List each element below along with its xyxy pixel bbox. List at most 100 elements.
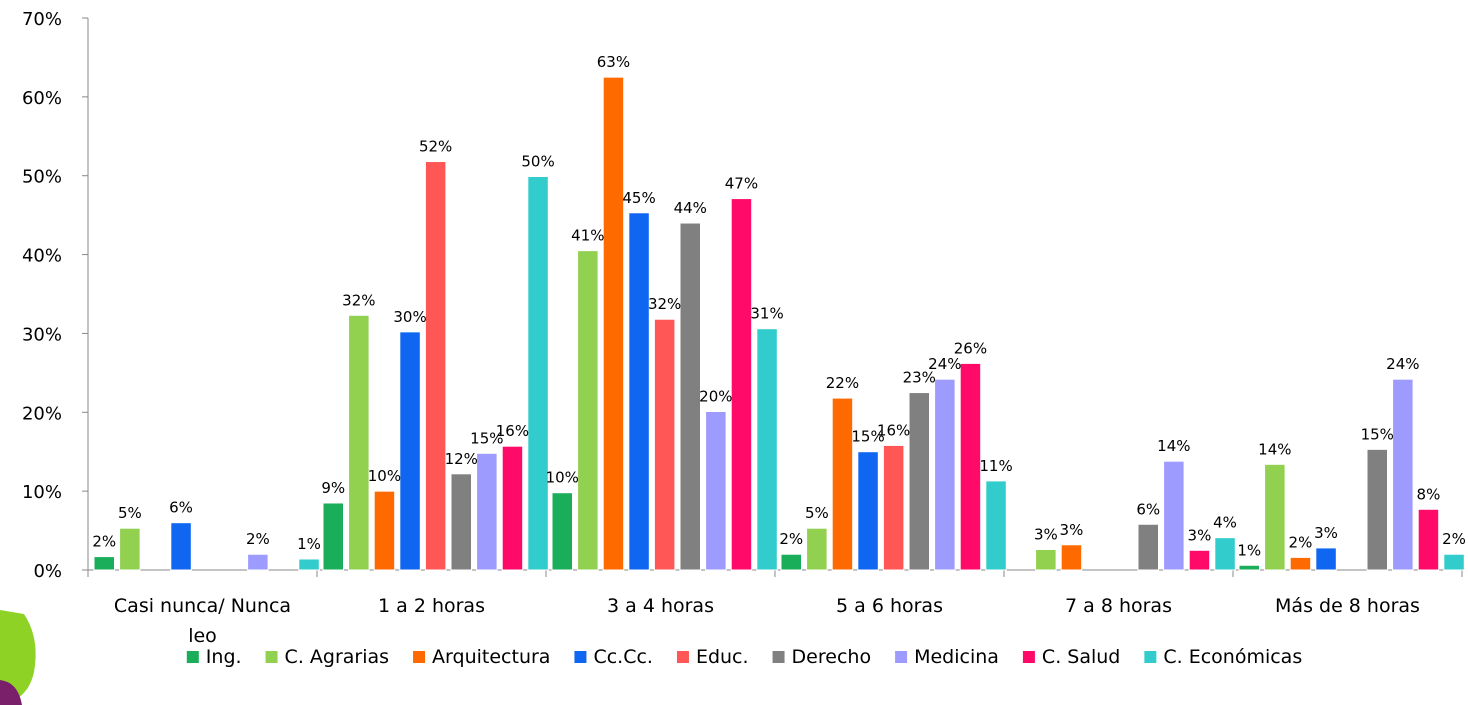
data-label: 6% (1136, 500, 1160, 518)
legend-label: Cc.Cc. (593, 646, 653, 668)
data-label: 32% (648, 295, 681, 313)
x-category-label-line: leo (188, 625, 217, 647)
x-category-label: Más de 8 horas (1275, 595, 1420, 617)
legend-swatch (1022, 651, 1035, 663)
bar (679, 222, 701, 571)
data-label: 3% (1060, 521, 1084, 539)
data-label: 2% (779, 530, 803, 548)
x-category-label: 5 a 6 horas (836, 595, 943, 617)
bar (882, 444, 905, 571)
bar (170, 522, 192, 571)
y-tick-label: 30% (22, 324, 62, 345)
data-label: 10% (368, 467, 401, 485)
data-label: 52% (419, 138, 452, 156)
bar (1315, 547, 1337, 571)
legend-swatch (895, 651, 908, 663)
legend-label: C. Agrarias (285, 646, 390, 668)
data-label: 8% (1417, 485, 1441, 503)
bar (399, 331, 421, 571)
bar (705, 410, 727, 571)
legend-swatch (265, 651, 278, 663)
y-axis: 0% 10% 20% 30% 40% 50% 60% 70% (22, 9, 89, 582)
data-label: 9% (321, 479, 345, 497)
bar (577, 250, 599, 571)
y-tick-label: 10% (22, 482, 62, 503)
data-label: 15% (851, 428, 884, 446)
y-tick-label: 0% (33, 561, 62, 582)
bar (1060, 544, 1083, 571)
bar (1238, 564, 1260, 571)
data-label: 23% (903, 369, 936, 387)
decorative-leaf-graphic (0, 610, 36, 705)
data-label: 22% (826, 374, 859, 392)
data-label: 30% (393, 308, 426, 326)
bar (1035, 548, 1057, 571)
x-category-label: Casi nunca/ Nunca leo (114, 595, 291, 647)
x-category-label: 1 a 2 horas (378, 595, 485, 617)
bar (1137, 523, 1159, 571)
bar (1163, 460, 1185, 571)
y-tick-label: 20% (22, 403, 62, 424)
legend-label: Medicina (914, 646, 999, 668)
x-category-label-line: 5 a 6 horas (836, 595, 943, 617)
bar (1443, 553, 1465, 571)
data-label: 5% (118, 504, 142, 522)
data-label: 20% (699, 387, 732, 405)
data-label: 11% (979, 457, 1012, 475)
bar (908, 392, 930, 571)
data-label: 2% (92, 533, 116, 551)
data-label: 1% (297, 535, 321, 553)
x-category-label: 7 a 8 horas (1065, 595, 1172, 617)
legend-item: Derecho (772, 646, 871, 668)
data-label: 14% (1258, 440, 1291, 458)
bar (1214, 537, 1236, 571)
bar (373, 490, 396, 571)
bar (1188, 549, 1211, 571)
data-label: 26% (954, 339, 987, 357)
bar (756, 328, 778, 571)
data-label: 10% (546, 469, 579, 487)
bar (501, 445, 524, 571)
data-label: 24% (928, 355, 961, 373)
bar (857, 451, 879, 571)
y-tick-label: 70% (22, 9, 62, 30)
bar (985, 480, 1007, 571)
bar (476, 452, 498, 571)
bar (602, 76, 625, 571)
bar (1289, 556, 1312, 571)
data-label: 47% (725, 175, 758, 193)
bar (831, 397, 854, 571)
y-tick-label: 60% (22, 88, 62, 109)
bar (93, 556, 115, 571)
data-label: 3% (1188, 526, 1212, 544)
legend-item: Medicina (895, 646, 999, 668)
legend-swatch (186, 651, 199, 663)
data-label: 15% (1361, 425, 1394, 443)
x-category-label-line: 3 a 4 horas (607, 595, 714, 617)
data-label: 2% (246, 530, 270, 548)
bar (1366, 448, 1388, 571)
bar (119, 527, 141, 571)
data-label: 24% (1386, 355, 1419, 373)
data-label: 1% (1237, 541, 1261, 559)
legend-label: C. Económicas (1163, 646, 1302, 668)
bar (959, 362, 982, 571)
legend-item: Arquitectura (413, 646, 550, 668)
bar (730, 198, 753, 571)
data-label: 44% (674, 199, 707, 217)
x-category-label-line: 7 a 8 horas (1065, 595, 1172, 617)
bar (348, 314, 370, 571)
bar (298, 558, 320, 571)
y-tick-label: 40% (22, 246, 62, 267)
bar (806, 527, 828, 571)
legend-item: C. Agrarias (265, 646, 390, 668)
legend-swatch (772, 651, 785, 663)
legend-item: C. Salud (1022, 646, 1120, 668)
legend-label: C. Salud (1042, 646, 1120, 668)
legend-swatch (574, 651, 587, 663)
legend-label: Arquitectura (432, 646, 550, 668)
data-label: 50% (521, 153, 554, 171)
bar (653, 318, 676, 571)
data-label: 12% (445, 450, 478, 468)
